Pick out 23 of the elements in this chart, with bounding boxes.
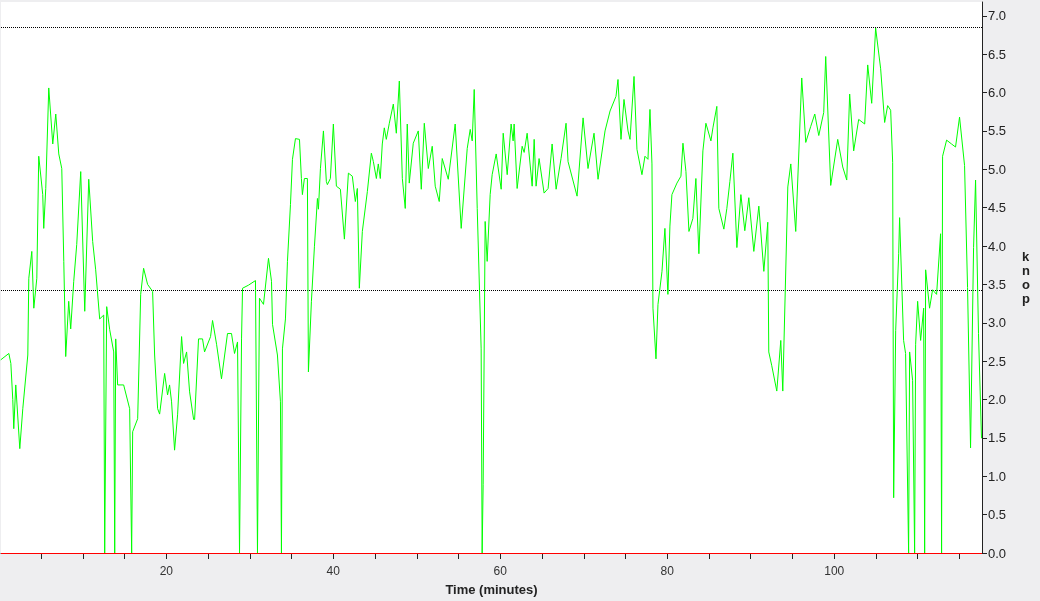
x-tick-label: 60 bbox=[493, 564, 508, 578]
line-series bbox=[0, 27, 982, 554]
y-axis-title: knop bbox=[1022, 249, 1030, 306]
y-tick-label: 6.5 bbox=[988, 46, 1007, 62]
y-tick-label: 4.0 bbox=[988, 238, 1007, 254]
y-tick-label: 5.0 bbox=[988, 161, 1007, 177]
x-tick-label: 100 bbox=[824, 564, 845, 578]
y-tick-label: 3.0 bbox=[988, 315, 1007, 331]
y-tick-label: 2.5 bbox=[988, 353, 1007, 369]
x-tick-label: 80 bbox=[660, 564, 675, 578]
y-tick-label: 6.0 bbox=[988, 85, 1007, 101]
y-tick-label: 4.5 bbox=[988, 200, 1007, 216]
x-axis-title: Time (minutes) bbox=[445, 582, 538, 597]
x-tick-label: 40 bbox=[326, 564, 341, 578]
y-tick-label: 1.5 bbox=[988, 430, 1007, 446]
y-tick-label: 7.0 bbox=[988, 8, 1007, 24]
y-tick-label: 1.0 bbox=[988, 468, 1007, 484]
y-tick-label: 3.5 bbox=[988, 276, 1007, 292]
y-tick-label: 5.5 bbox=[988, 123, 1007, 139]
y-tick-label: 2.0 bbox=[988, 392, 1007, 408]
y-tick-label: 0.0 bbox=[988, 545, 1007, 561]
y-tick-label: 0.5 bbox=[988, 507, 1007, 523]
x-tick-label: 20 bbox=[159, 564, 174, 578]
